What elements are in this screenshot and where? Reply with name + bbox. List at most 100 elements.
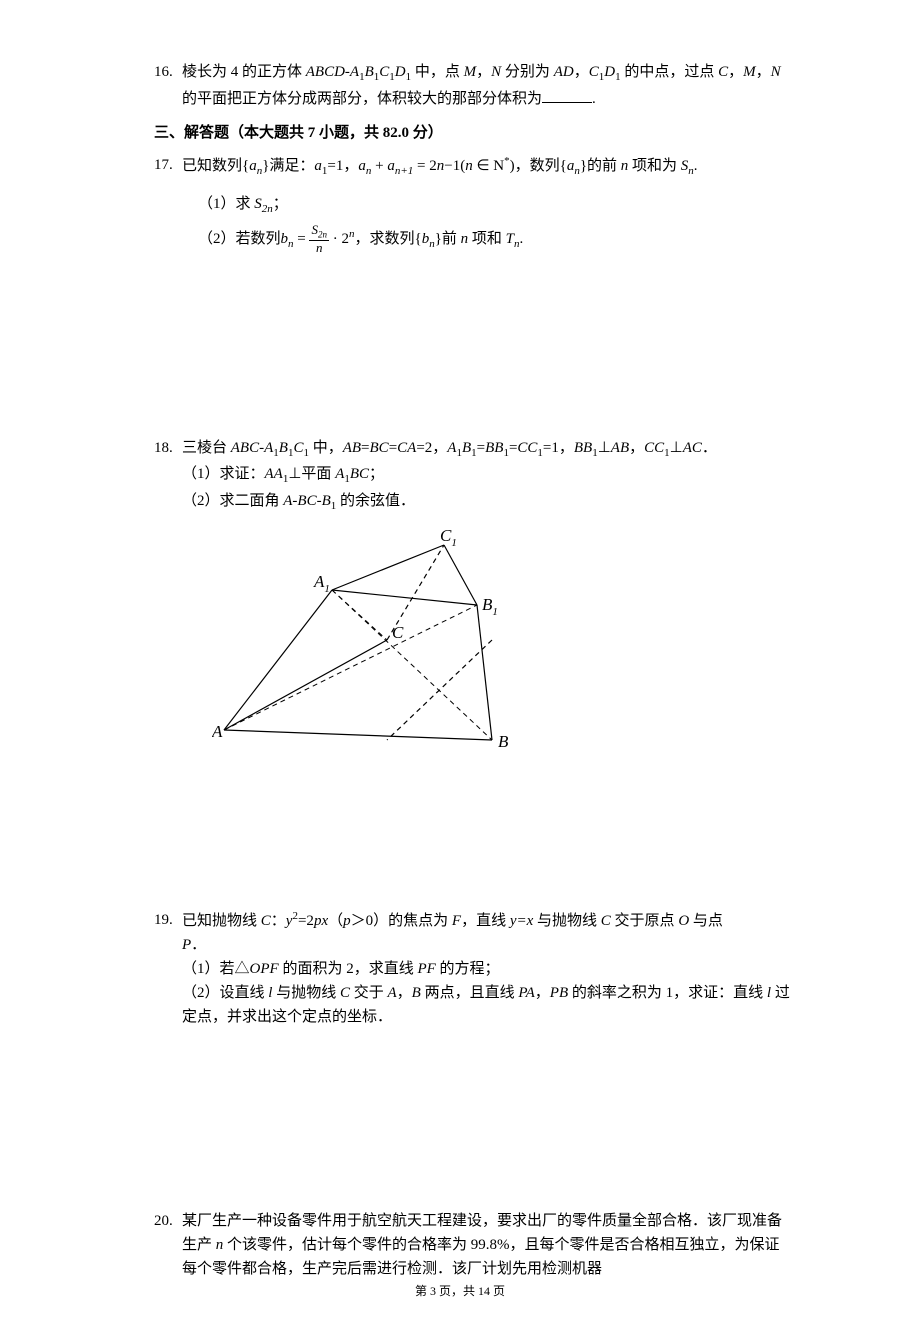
q17-e1: =1， [327, 158, 358, 174]
q19-o: O [678, 913, 689, 929]
q17-main: 已知数列{an}满足：a1=1，an + an+1 = 2n−1(n ∈ N*)… [182, 158, 698, 174]
label-A: A [212, 722, 223, 741]
qcontent-19: 已知抛物线 C：y2=2px（p＞0）的焦点为 F，直线 y=x 与抛物线 C … [182, 908, 792, 1029]
question-17: 17. 已知数列{an}满足：a1=1，an + an+1 = 2n−1(n ∈… [154, 153, 792, 256]
q17-p1e: ； [273, 196, 288, 212]
q18-e2: = [389, 440, 397, 456]
qcontent-17: 已知数列{an}满足：a1=1，an + an+1 = 2n−1(n ∈ N*)… [182, 153, 792, 256]
q19-p1c: 的方程； [436, 961, 500, 977]
qnum-19: 19. [154, 908, 182, 1029]
q18-main: 三棱台 ABC-A1B1C1 中，AB=BC=CA=2，A1B1=BB1=CC1… [182, 440, 717, 456]
q17-pd: . [694, 158, 698, 174]
q18-a1bc: A [335, 466, 344, 482]
q19-cv2: C [601, 913, 611, 929]
q18-pp3: ⊥ [288, 466, 301, 482]
q19-ta: 已知抛物线 [182, 913, 261, 929]
q17-frac: S2nn [309, 223, 329, 256]
q19-p1l: （1）若 [182, 961, 235, 977]
q18-b1: B [279, 440, 288, 456]
q17-in: ∈ N [473, 158, 504, 174]
q17-s2ns: 2n [262, 203, 273, 215]
q18-aa1: AA [265, 466, 283, 482]
q16-l2b: ， [756, 64, 771, 80]
q18-cc12: CC [644, 440, 664, 456]
q18-ac: AC [683, 440, 702, 456]
q19-pb: PB [550, 985, 568, 1001]
q18-p1: （1）求证：AA1⊥平面 A1BC； [182, 462, 792, 489]
q16-l2a: ， [728, 64, 743, 80]
q18-tb: 中， [309, 440, 343, 456]
q17-p2: （2）若数列bn = S2nn · 2n，求数列{bn}前 n 项和 Tn. [198, 223, 792, 256]
q17-p2ee: 项和 [468, 231, 506, 247]
q19-cm2: ， [535, 985, 550, 1001]
q17-p2d: }前 [435, 231, 461, 247]
q16-ad: AD [554, 64, 574, 80]
question-20: 20. 某厂生产一种设备零件用于航空航天工程建设，要求出厂的零件质量全部合格．该… [154, 1209, 792, 1281]
q17-nv2: n [465, 158, 473, 174]
q16-t1: 棱长为 4 的正方体 [182, 64, 306, 80]
q18-p2l: （2）求二面角 [182, 493, 283, 509]
q16-b: B [365, 64, 374, 80]
q17-a1: a [314, 158, 322, 174]
label-B1: B [482, 595, 493, 614]
q18-abc: ABC-A [231, 440, 274, 456]
q17-fn2n: 2n [318, 229, 327, 239]
frustum-svg: A B C A1 B1 C1 [212, 525, 532, 750]
footer-text: 第 3 页，共 14 页 [415, 1284, 505, 1298]
q19-td: 交于原点 [611, 913, 679, 929]
q19-cl: ： [271, 913, 286, 929]
qcontent-16: 棱长为 4 的正方体 ABCD-A1B1C1D1 中，点 M，N 分别为 AD，… [182, 60, 792, 111]
q18-b11: B [462, 440, 471, 456]
q17-an2: a [358, 158, 366, 174]
q19-pd: ． [191, 937, 206, 953]
q17-ta: 已知数列{ [182, 158, 249, 174]
q16-dd: D [604, 64, 615, 80]
q19-bv: B [412, 985, 421, 1001]
q19-cm: ， [397, 985, 412, 1001]
q19-p2b: 与抛物线 [272, 985, 340, 1001]
qnum-18: 18. [154, 436, 182, 759]
qnum-17: 17. [154, 153, 182, 256]
q18-ab: AB [343, 440, 361, 456]
label-B1s: 1 [492, 606, 498, 618]
q17-pl: + [371, 158, 387, 174]
q18-p1l: （1）求证： [182, 466, 265, 482]
q17-p1: （1）求 S2n； [198, 192, 792, 219]
q16-t2: 中，点 [411, 64, 464, 80]
q18-e6: =1， [543, 440, 574, 456]
q18-ca: CA [397, 440, 416, 456]
label-C: C [392, 623, 404, 642]
q18-c1: C [293, 440, 303, 456]
q19-cv: C [261, 913, 271, 929]
q16-c1: ， [476, 64, 491, 80]
q17-fd: n [309, 241, 329, 255]
label-B: B [498, 732, 509, 750]
q18-cc1: CC [517, 440, 537, 456]
label-A1s: 1 [324, 583, 330, 595]
q19-pv: P [182, 937, 191, 953]
q18-cm: ， [629, 440, 644, 456]
section-3-header: 三、解答题（本大题共 7 小题，共 82.0 分） [154, 121, 792, 145]
qcontent-18: 三棱台 ABC-A1B1C1 中，AB=BC=CA=2，A1B1=BB1=CC1… [182, 436, 792, 759]
q16-l2c: 的平面把正方体分成两部分，体积较大的那部分体积为 [182, 91, 542, 107]
q19-p1b: 的面积为 2，求直线 [279, 961, 418, 977]
q16-d: D [395, 64, 406, 80]
svg-text:A1: A1 [313, 572, 330, 595]
q17-tb: }满足： [262, 158, 314, 174]
q19-main: 已知抛物线 C：y2=2px（p＞0）的焦点为 F，直线 y=x 与抛物线 C … [182, 913, 723, 929]
q18-abcb1: A-BC-B [283, 493, 330, 509]
q19-av: A [387, 985, 396, 1001]
q16-pc: C [718, 64, 728, 80]
q16-c2: ， [574, 64, 589, 80]
label-C1s: 1 [451, 537, 457, 549]
page-footer: 第 3 页，共 14 页 [0, 1282, 920, 1301]
question-18: 18. 三棱台 ABC-A1B1C1 中，AB=BC=CA=2，A1B1=BB1… [154, 436, 792, 759]
q18-bc: BC [370, 440, 389, 456]
q18-e1: = [361, 440, 369, 456]
q19-p2: （2）设直线 l 与抛物线 C 交于 A，B 两点，且直线 PA，PB 的斜率之… [182, 981, 792, 1029]
question-16: 16. 棱长为 4 的正方体 ABCD-A1B1C1D1 中，点 M，N 分别为… [154, 60, 792, 111]
q20-tb: 个该零件，估计每个零件的合格率为 99.8%，且每个零件是否合格相互独立，为保证… [182, 1237, 780, 1277]
label-A1: A [313, 572, 325, 591]
q17-anp: a [387, 158, 395, 174]
q19-pr: （ [328, 913, 343, 929]
